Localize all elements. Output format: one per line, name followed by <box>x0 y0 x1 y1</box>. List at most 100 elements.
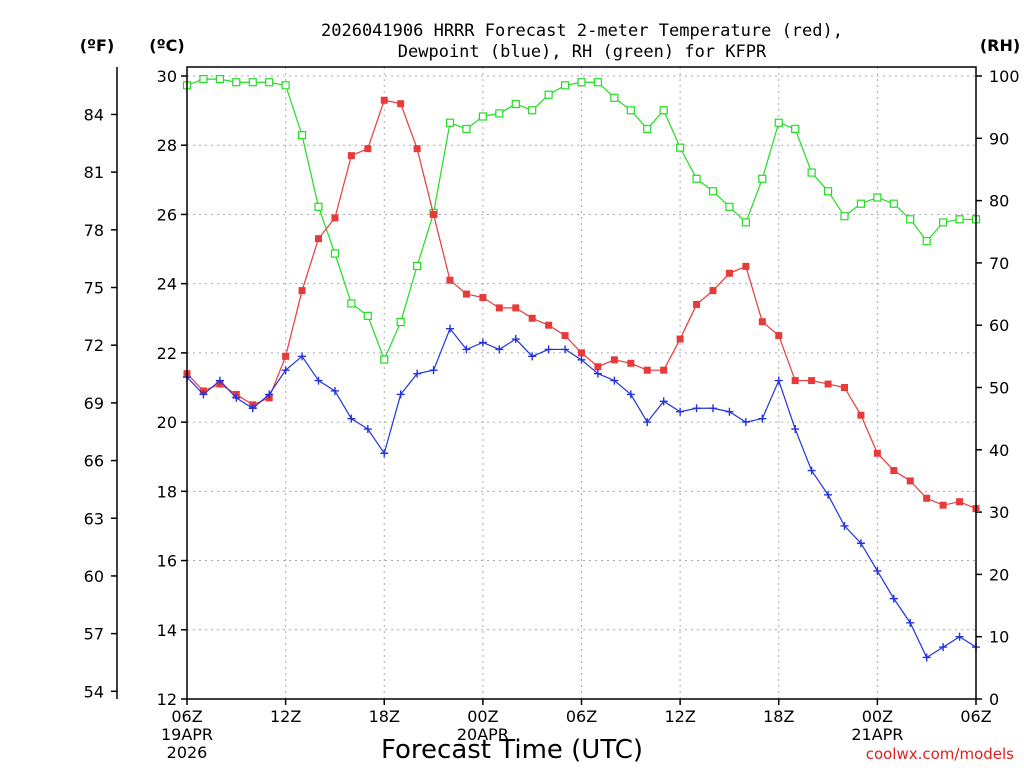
temperature-point <box>873 449 881 457</box>
dewpoint-point <box>330 386 339 395</box>
temperature-point <box>725 269 733 277</box>
dewpoint-point <box>758 414 767 423</box>
dewpoint-point <box>429 366 438 375</box>
rh-tick-label: 30 <box>989 503 1009 522</box>
rh-point <box>840 212 849 221</box>
time-tick-label: 21APR <box>851 725 903 744</box>
time-tick-label: 2026 <box>167 743 208 762</box>
fahrenheit-tick-label: 78 <box>84 221 104 240</box>
chart-title-line1: 2026041906 HRRR Forecast 2-meter Tempera… <box>321 21 843 41</box>
dewpoint-point <box>199 390 208 399</box>
rh-point <box>380 355 389 364</box>
rh-point <box>560 81 570 90</box>
rh-point <box>643 124 652 134</box>
rh-point <box>758 174 767 183</box>
time-tick-label: 06Z <box>960 707 991 726</box>
rh-tick-label: 50 <box>989 379 1009 398</box>
temperature-point <box>956 498 964 506</box>
dewpoint-point <box>889 594 898 603</box>
dewpoint-point <box>659 397 668 406</box>
temperature-point <box>643 366 651 374</box>
rh-unit-label: (RH) <box>980 36 1020 55</box>
fahrenheit-tick-label: 54 <box>84 682 104 701</box>
fahrenheit-tick-label: 66 <box>84 452 104 471</box>
dewpoint-series <box>183 324 980 662</box>
rh-point <box>248 78 257 87</box>
temperature-point <box>709 287 717 295</box>
temperature-point <box>315 235 322 243</box>
temperature-point <box>610 356 618 364</box>
temperature-point <box>824 380 832 388</box>
fahrenheit-tick-label: 57 <box>84 625 104 644</box>
rh-point <box>807 168 816 177</box>
rh-point <box>659 106 668 115</box>
temperature-point <box>512 304 520 312</box>
temperature-point <box>693 300 701 308</box>
rh-tick-label: 40 <box>989 441 1009 460</box>
dewpoint-point <box>725 407 734 416</box>
temperature-point <box>578 349 585 357</box>
fahrenheit-tick-label: 81 <box>84 163 104 182</box>
rh-point <box>330 249 340 258</box>
temperature-point <box>791 377 799 385</box>
dewpoint-point <box>856 539 865 548</box>
time-tick-label: 12Z <box>270 707 301 726</box>
temperature-point <box>413 145 421 153</box>
celsius-tick-label: 24 <box>157 275 177 294</box>
temperature-line <box>186 99 977 510</box>
dewpoint-point <box>955 632 964 641</box>
rh-tick-label: 70 <box>989 254 1009 273</box>
rh-tick-label: 0 <box>989 690 999 709</box>
fahrenheit-tick-label: 69 <box>84 394 104 413</box>
fahrenheit-tick-label: 72 <box>84 336 104 355</box>
temperature-point <box>528 314 536 322</box>
rh-point <box>774 118 783 127</box>
dewpoint-point <box>232 393 241 402</box>
rh-point <box>939 218 948 227</box>
rh-point <box>495 109 504 118</box>
temperature-series <box>183 96 980 513</box>
temperature-point <box>545 321 553 329</box>
rh-point <box>676 143 685 152</box>
celsius-tick-label: 18 <box>157 482 177 501</box>
dewpoint-point <box>774 376 783 385</box>
temperature-point <box>364 145 372 153</box>
fahrenheit-tick-label: 84 <box>84 105 104 124</box>
dewpoint-point <box>741 418 750 427</box>
temperature-point <box>890 467 898 475</box>
dewpoint-point <box>363 425 372 434</box>
rh-tick-label: 90 <box>989 129 1009 148</box>
x-axis-title: Forecast Time (UTC) <box>381 735 643 765</box>
dewpoint-point <box>692 404 701 413</box>
dewpoint-point <box>610 376 619 385</box>
dewpoint-point <box>676 407 685 416</box>
rh-point <box>232 78 241 87</box>
rh-point <box>741 218 750 227</box>
dewpoint-point <box>314 376 323 385</box>
celsius-tick-label: 12 <box>157 690 177 709</box>
rh-point <box>347 299 356 308</box>
rh-point <box>314 202 323 211</box>
rh-point <box>199 75 208 84</box>
dewpoint-point <box>298 352 307 361</box>
dewpoint-point <box>511 335 520 344</box>
dewpoint-point <box>939 643 948 652</box>
temperature-point <box>430 210 438 218</box>
fahrenheit-axis: 54 57 60 63 66 69 72 75 78 81 84 <box>84 67 118 701</box>
rh-point <box>856 199 866 208</box>
dewpoint-point <box>840 521 849 530</box>
rh-point <box>708 187 718 196</box>
grid-lines <box>187 67 976 699</box>
dewpoint-point <box>495 345 504 354</box>
rh-point <box>511 99 520 109</box>
temperature-point <box>775 332 783 340</box>
temperature-point <box>742 262 750 270</box>
celsius-unit-label: (ºC) <box>149 36 184 55</box>
credit-label: coolwx.com/models <box>866 745 1014 763</box>
rh-point <box>215 75 224 84</box>
rh-point <box>528 106 537 115</box>
dewpoint-point <box>413 369 422 378</box>
dewpoint-point <box>922 653 931 662</box>
fahrenheit-tick-label: 60 <box>84 567 104 586</box>
